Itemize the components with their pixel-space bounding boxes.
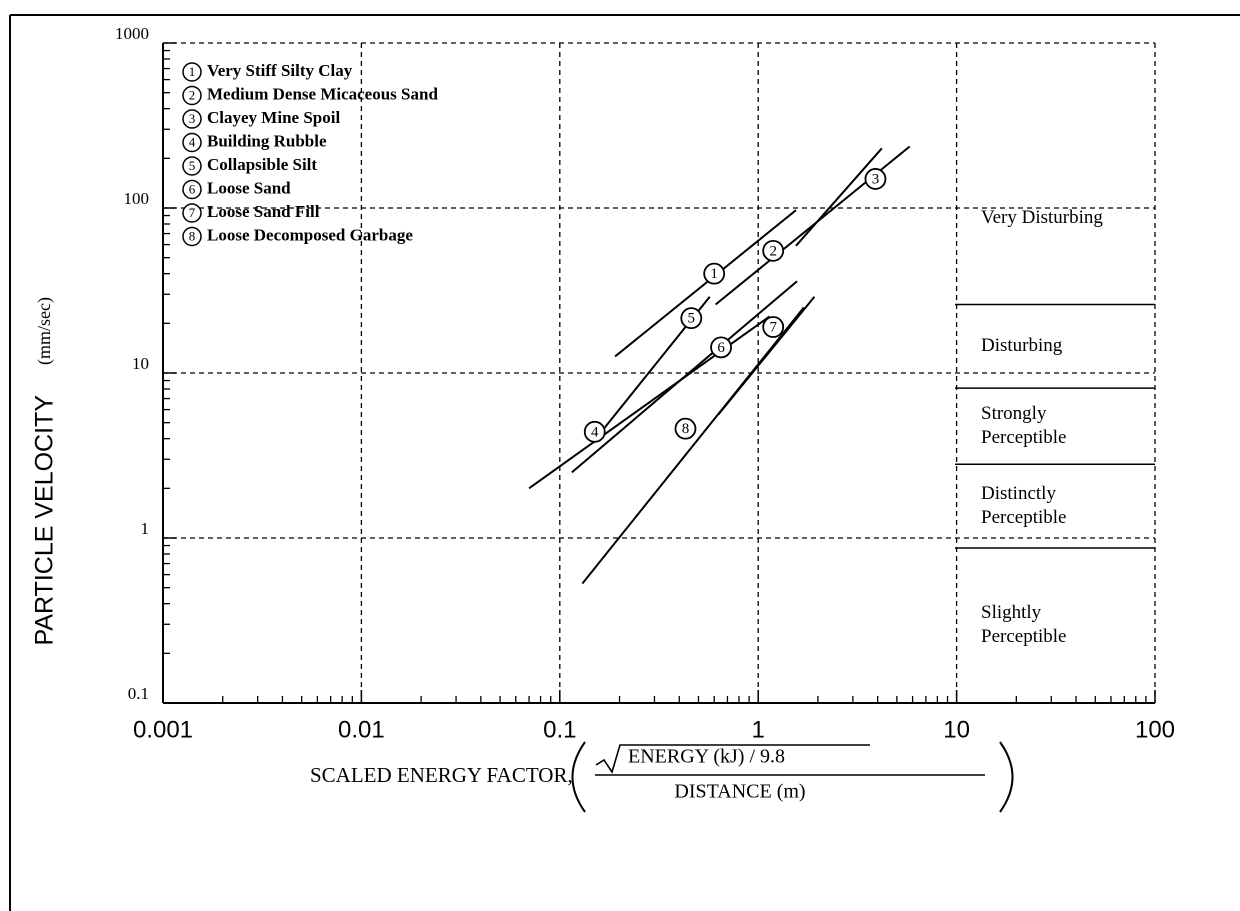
legend-symbol-label: 2 — [189, 87, 196, 102]
legend-label: Loose Sand — [207, 178, 291, 197]
marker-label: 8 — [682, 421, 690, 437]
legend-symbol-label: 1 — [189, 64, 196, 79]
x-axis-numerator: ENERGY (kJ) / 9.8 — [628, 746, 785, 768]
series-line — [581, 306, 805, 585]
legend-symbol — [182, 179, 202, 200]
legend-symbol-label: 8 — [189, 228, 196, 243]
zone-label: Distinctly Perceptible — [981, 483, 1067, 529]
marker-label: 4 — [591, 424, 599, 440]
x-tick-label: 0.1 — [543, 716, 576, 743]
zone-label: Strongly Perceptible — [981, 403, 1067, 449]
legend-label: Collapsible Silt — [207, 155, 317, 174]
legend-symbol-label: 4 — [189, 134, 196, 149]
series-marker — [864, 168, 887, 190]
y-axis-label: PARTICLE VELOCITY — [31, 395, 59, 646]
zone-label: Slightly Perceptible — [981, 602, 1067, 648]
x-tick-label: 0.01 — [338, 716, 385, 743]
marker-label: 1 — [710, 266, 718, 282]
legend-symbol — [182, 203, 202, 223]
series-line — [795, 147, 883, 247]
y-axis-units: (mm/sec) — [34, 297, 55, 365]
series-marker — [710, 336, 732, 359]
series-marker — [762, 316, 785, 338]
legend-label: Loose Decomposed Garbage — [207, 225, 413, 244]
legend-label: Medium Dense Micaceous Sand — [207, 84, 438, 103]
series-marker — [703, 262, 726, 285]
legend-symbol-label: 5 — [189, 158, 196, 173]
legend-label: Loose Sand Fill — [207, 202, 320, 221]
x-tick-label: 1 — [752, 716, 765, 743]
series-line — [528, 315, 771, 490]
y-tick-label: 100 — [124, 189, 150, 208]
marker-label: 5 — [688, 311, 696, 327]
series-line — [571, 280, 798, 474]
y-tick-label: 1000 — [115, 24, 149, 43]
legend-symbol — [182, 109, 202, 129]
y-tick-label: 10 — [132, 354, 149, 373]
x-tick-label: 100 — [1135, 716, 1175, 743]
x-tick-label: 10 — [943, 716, 970, 743]
legend-symbol-label: 7 — [189, 205, 196, 220]
series-marker — [680, 307, 703, 330]
legend-label: Building Rubble — [207, 131, 327, 150]
series-marker — [583, 420, 606, 443]
legend-symbol — [182, 132, 202, 153]
zone-label: Very Disturbing — [981, 207, 1103, 228]
legend-symbol — [182, 85, 202, 106]
legend-symbol — [182, 156, 202, 176]
legend-symbol — [182, 226, 202, 247]
legend-symbol — [182, 62, 202, 82]
x-tick-label: 0.001 — [133, 716, 193, 743]
marker-label: 7 — [769, 319, 777, 335]
legend-symbol-label: 3 — [189, 111, 196, 126]
legend-symbol-label: 6 — [189, 181, 196, 196]
radical — [595, 744, 870, 774]
series-line — [614, 209, 797, 358]
left-paren — [571, 741, 586, 813]
marker-label: 3 — [872, 171, 880, 187]
x-axis-denominator: DISTANCE (m) — [674, 781, 805, 803]
x-axis-label: SCALED ENERGY FACTOR, — [310, 763, 573, 787]
marker-label: 6 — [717, 340, 725, 356]
legend-label: Very Stiff Silty Clay — [207, 61, 353, 80]
zone-label: Disturbing — [981, 335, 1063, 357]
legend-label: Clayey Mine Spoil — [207, 108, 340, 127]
series-marker — [762, 239, 785, 262]
y-tick-label: 0.1 — [128, 684, 149, 703]
marker-label: 2 — [769, 243, 777, 259]
series-marker — [674, 417, 697, 440]
y-tick-label: 1 — [141, 519, 150, 538]
right-paren — [999, 741, 1014, 813]
